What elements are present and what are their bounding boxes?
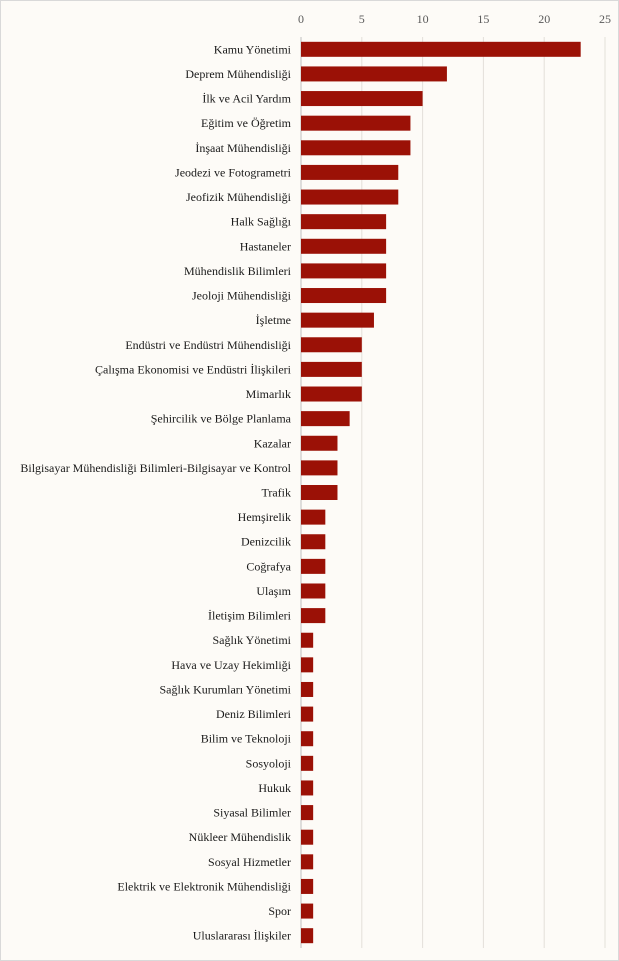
bar <box>301 903 314 919</box>
bar <box>301 583 326 599</box>
bar <box>301 854 314 870</box>
bar <box>301 829 314 845</box>
category-label: Trafik <box>261 486 291 500</box>
category-label: Halk Sağlığı <box>231 215 292 229</box>
category-label: Sağlık Kurumları Yönetimi <box>159 682 291 696</box>
bar <box>301 780 314 796</box>
category-label: Eğitim ve Öğretim <box>201 116 292 130</box>
x-axis-ticks: 0 5 10 15 20 25 <box>298 12 611 26</box>
category-label: Sağlık Yönetimi <box>212 633 291 647</box>
bar <box>301 288 387 304</box>
bar <box>301 238 387 254</box>
category-label: Çalışma Ekonomisi ve Endüstri İlişkileri <box>95 362 292 376</box>
category-label: Kazalar <box>254 436 291 450</box>
bar <box>301 411 350 427</box>
x-tick-label: 15 <box>477 12 489 26</box>
bar <box>301 91 423 107</box>
category-label: Hukuk <box>258 781 291 795</box>
gridlines <box>300 37 606 948</box>
category-label: Bilgisayar Mühendisliği Bilimleri-Bilgis… <box>20 461 291 475</box>
category-label: Deprem Mühendisliği <box>185 67 291 81</box>
x-tick-label: 20 <box>538 12 550 26</box>
category-label: Jeoloji Mühendisliği <box>192 289 292 303</box>
bar <box>301 460 338 476</box>
bar <box>301 361 362 377</box>
bar <box>301 731 314 747</box>
category-label: İşletme <box>256 313 291 327</box>
category-label: Şehircilik ve Bölge Planlama <box>151 412 292 426</box>
category-label: Ulaşım <box>256 584 291 598</box>
category-label: Mühendislik Bilimleri <box>184 264 292 278</box>
category-label: Siyasal Bilimler <box>213 806 291 820</box>
bar <box>301 608 326 624</box>
category-label: Endüstri ve Endüstri Mühendisliği <box>125 338 291 352</box>
bar <box>301 558 326 574</box>
bar <box>301 214 387 230</box>
category-label: Hastaneler <box>240 239 291 253</box>
bar <box>301 657 314 673</box>
bar <box>301 263 387 279</box>
bar <box>301 805 314 821</box>
bar <box>301 164 399 180</box>
category-label: Bilim ve Teknoloji <box>201 732 292 746</box>
bar <box>301 878 314 894</box>
category-label: Spor <box>268 904 291 918</box>
category-label: Sosyoloji <box>246 756 292 770</box>
category-label: Uluslararası İlişkiler <box>193 929 291 943</box>
category-label: Jeodezi ve Fotogrametri <box>175 165 292 179</box>
category-label: Hemşirelik <box>238 510 291 524</box>
bar <box>301 485 338 500</box>
x-tick-label: 10 <box>417 12 429 26</box>
category-label: İlk ve Acil Yardım <box>202 92 291 106</box>
bar <box>301 509 326 525</box>
bar <box>301 66 447 82</box>
category-label: Elektrik ve Elektronik Mühendisliği <box>117 879 291 893</box>
bar <box>301 189 399 205</box>
bar <box>301 115 411 131</box>
category-labels: Kamu Yönetimi Deprem Mühendisliği İlk ve A… <box>20 42 291 942</box>
bar <box>301 534 326 550</box>
bar <box>301 681 314 697</box>
category-label: Deniz Bilimleri <box>216 707 292 721</box>
bar <box>301 337 362 353</box>
category-label: İletişim Bilimleri <box>208 609 292 623</box>
category-label: Coğrafya <box>246 559 291 573</box>
category-label: Kamu Yönetimi <box>214 42 292 56</box>
bar <box>301 41 581 57</box>
category-label: Jeofizik Mühendisliği <box>186 190 292 204</box>
bars <box>301 41 581 944</box>
x-tick-label: 0 <box>298 12 304 26</box>
category-label: Sosyal Hizmetler <box>208 855 291 869</box>
bar <box>301 706 314 722</box>
bar <box>301 632 314 648</box>
category-label: İnşaat Mühendisliği <box>195 141 291 155</box>
category-label: Hava ve Uzay Hekimliği <box>171 658 291 672</box>
bar <box>301 755 314 771</box>
category-label: Mimarlık <box>246 387 291 401</box>
bar <box>301 928 314 944</box>
x-tick-label: 5 <box>359 12 365 26</box>
bar <box>301 435 338 451</box>
x-tick-label: 25 <box>599 12 611 26</box>
category-label: Denizcilik <box>241 535 291 549</box>
bar <box>301 312 374 328</box>
category-label: Nükleer Mühendislik <box>189 830 291 844</box>
bar <box>301 386 362 402</box>
bar <box>301 140 411 156</box>
